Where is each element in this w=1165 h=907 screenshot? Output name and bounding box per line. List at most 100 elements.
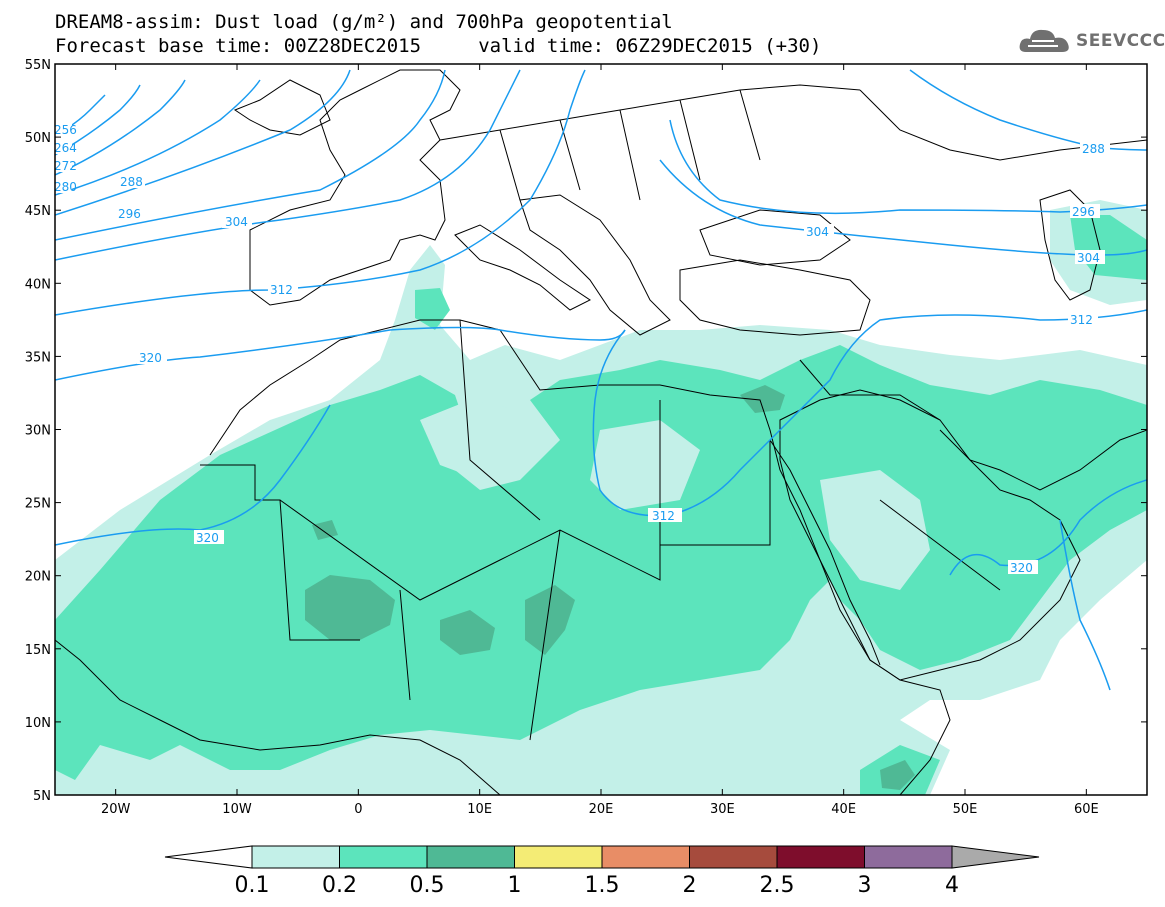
dust-area-dark-5 [312,520,338,540]
lat-tick-label: 30N [25,424,51,439]
coastlines [55,69,1147,795]
coastline-uk [233,79,331,136]
contour-label: 320 [139,351,162,365]
contour-264 [55,84,141,156]
contour-labels: 256 264 272 280 288 296 304 312 320 288 … [52,122,1110,575]
lat-tick-label: 35N [25,350,51,365]
lon-tick-label: 60E [1074,802,1099,817]
contour-312-center [592,309,1147,517]
lat-tick-label: 15N [25,643,51,658]
contour-304 [55,69,521,261]
contour-296-east [669,119,1147,215]
coastline-turkey [679,259,871,336]
dust-area-light-patch3 [820,470,930,590]
dust-area-dark-3 [525,585,575,655]
dust-area-dark-2 [440,610,495,655]
contour-272 [55,79,186,176]
map-subtitle: Forecast base time: 00Z28DEC2015 valid t… [55,35,822,57]
lon-tick-label: 50E [953,802,978,817]
coastline-red-sea [769,439,881,666]
dust-area-medium-patch [420,400,540,480]
coastline-balkans [519,194,671,336]
contour-label: 312 [270,283,293,297]
contour-label: 288 [120,175,143,189]
colorbar-label: 1 [508,873,522,898]
contour-label: 288 [1082,142,1105,156]
contour-label: 312 [1070,313,1093,327]
lon-tick-label: 40E [831,802,856,817]
colorbar-max-triangle [951,845,1040,869]
colorbar-label: 0.1 [235,873,270,898]
contour-296 [55,69,446,241]
colorbar-segment [251,845,340,869]
coastline-italy [454,224,591,311]
lat-tick-label: 55N [25,58,51,73]
contour-label: 320 [196,531,219,545]
contour-label: 264 [54,141,77,155]
lat-tick-label: 25N [25,497,51,512]
longitude-axis: 20W 10W 0 10E 20E 30E 40E 50E 60E [101,64,1099,817]
colorbar-segment [514,845,603,869]
contour-label: 304 [225,215,248,229]
lon-tick-label: 20E [589,802,614,817]
dust-load-shading [55,200,1147,795]
contour-320 [55,326,626,381]
contour-label: 320 [1010,561,1033,575]
contour-320-east [949,479,1147,576]
lat-tick-label: 20N [25,570,51,585]
contour-label: 296 [1072,205,1095,219]
colorbar-segment [339,845,428,869]
lon-tick-label: 30E [710,802,735,817]
colorbar-label: 2.5 [760,873,795,898]
colorbar-segment [426,845,515,869]
borders-africa [200,319,1001,741]
seevccc-logo: SEEVCCC [1018,26,1165,56]
colorbar-segment [601,845,690,869]
lon-tick-label: 10E [467,802,492,817]
dust-area-dark-4 [740,385,785,413]
colorbar-segment [864,845,953,869]
contour-label: 304 [1077,251,1100,265]
contour-label: 312 [652,509,675,523]
dust-area-dark-6 [880,760,915,790]
dust-area-medium-patch2 [590,420,700,510]
coastline-persian-gulf [939,429,1147,491]
colorbar: 0.1 0.2 0.5 1 1.5 2 2.5 3 4 [164,845,1040,898]
cloud-icon [1019,29,1069,52]
map-title: DREAM8-assim: Dust load (g/m²) and 700hP… [55,11,673,33]
colorbar-label: 2 [683,873,697,898]
colorbar-label: 0.2 [322,873,357,898]
lat-tick-label: 50N [25,131,51,146]
contour-288-east [909,69,1147,151]
lat-tick-label: 40N [25,277,51,292]
contour-label: 272 [54,159,77,173]
colorbar-segment [776,845,865,869]
lon-tick-label: 20W [101,802,131,817]
contour-label: 304 [806,225,829,239]
lat-tick-label: 10N [25,716,51,731]
colorbar-label: 3 [858,873,872,898]
colorbar-min-triangle [164,845,253,869]
dust-area-dark-1 [305,575,395,640]
lon-tick-label: 10W [222,802,252,817]
dust-area-medium [55,345,1147,780]
coastline-arabia [779,389,1081,681]
contour-288 [55,69,351,216]
latitude-axis: 55N 50N 45N 40N 35N 30N 25N 20N 15N 10N 5N [25,58,1147,804]
logo-text: SEEVCCC [1076,31,1165,51]
contour-label: 256 [54,123,77,137]
colorbar-label: 0.5 [410,873,445,898]
contour-312 [55,69,586,316]
contour-label: 296 [118,207,141,221]
lon-tick-label: 0 [354,802,362,817]
colorbar-label: 4 [945,873,959,898]
colorbar-segment [689,845,778,869]
contour-label: 280 [54,180,77,194]
borders-europe [439,84,1147,201]
coastline-black-sea [699,209,851,266]
contour-320-south [55,404,331,546]
contour-280 [55,79,261,196]
contour-312-branch [1059,519,1111,691]
lat-tick-label: 45N [25,204,51,219]
